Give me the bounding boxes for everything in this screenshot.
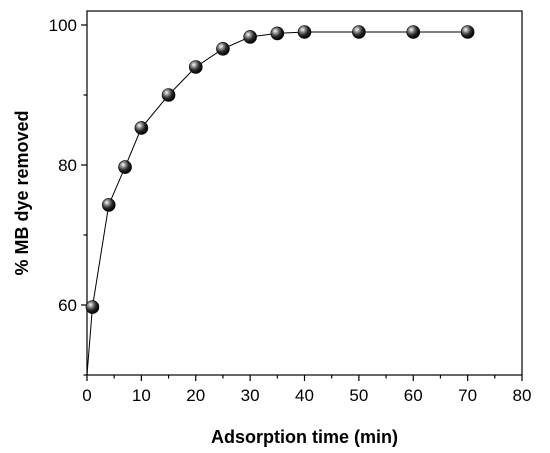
data-point <box>161 88 176 102</box>
data-point <box>101 198 116 212</box>
x-tick-label: 60 <box>404 386 423 405</box>
data-point <box>85 300 100 314</box>
data-point <box>243 30 257 44</box>
y-tick-label: 80 <box>58 156 77 175</box>
data-point <box>188 60 203 74</box>
x-tick-label: 40 <box>295 386 314 405</box>
y-tick-label: 100 <box>49 16 77 35</box>
x-ticks: 0 10 20 30 40 50 60 70 80 <box>82 375 531 405</box>
x-tick-label: 0 <box>82 386 91 405</box>
y-axis-title: % MB dye removed <box>12 110 32 275</box>
data-point <box>352 25 366 39</box>
data-point <box>118 160 132 174</box>
y-tick-label: 60 <box>58 296 77 315</box>
data-point <box>134 121 149 135</box>
x-tick-label: 20 <box>186 386 205 405</box>
data-point <box>270 26 285 41</box>
x-tick-label: 10 <box>132 386 151 405</box>
x-axis-title: Adsorption time (min) <box>211 427 398 447</box>
data-point <box>460 25 475 39</box>
plot-border <box>86 10 523 376</box>
x-tick-label: 50 <box>349 386 368 405</box>
series-line <box>86 31 468 376</box>
x-tick-label: 30 <box>241 386 260 405</box>
plot-frame <box>86 10 523 376</box>
series-group <box>85 25 475 376</box>
x-tick-label: 80 <box>513 386 532 405</box>
data-point <box>297 25 312 39</box>
y-ticks: 60 80 100 <box>49 16 87 376</box>
data-point <box>216 41 230 56</box>
x-tick-label: 70 <box>458 386 477 405</box>
data-point <box>406 25 421 39</box>
